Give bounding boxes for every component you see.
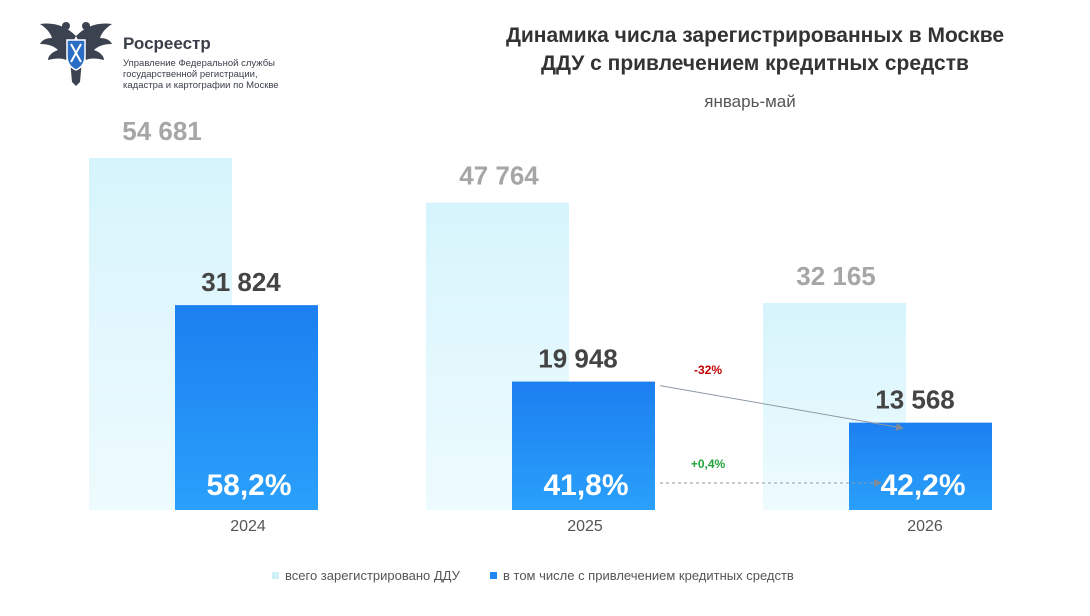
brand-subtitle-line: кадастра и картографии по Москве (123, 80, 279, 91)
brand-name: Росреестр (123, 34, 211, 53)
share-label-2024: 58,2% (206, 469, 291, 502)
brand-subtitle-line: Управление Федеральной службы (123, 58, 275, 69)
brand-block: Росреестр Управление Федеральной службы … (123, 34, 279, 91)
data-label-credit-2025: 19 948 (538, 344, 618, 374)
chart-title-line: ДДУ с привлечением кредитных средств (541, 52, 969, 75)
bar-credit-2025 (512, 381, 655, 510)
brand-subtitle: Управление Федеральной службы государств… (123, 58, 279, 91)
data-label-credit-2024: 31 824 (201, 267, 281, 297)
share-label-2025: 41,8% (543, 469, 628, 502)
chart-title-line: Динамика числа зарегистрированных в Моск… (505, 24, 1005, 47)
rosreestr-emblem-icon (40, 22, 112, 86)
brand-subtitle-line: государственной регистрации, (123, 69, 258, 80)
share-label-2026: 42,2% (880, 469, 965, 502)
legend-label-total: всего зарегистрировано ДДУ (285, 568, 461, 583)
data-label-total-2025: 47 764 (459, 161, 539, 191)
legend-swatch-total (272, 572, 279, 579)
data-label-credit-2026: 13 568 (875, 385, 955, 415)
x-tick-label-2025: 2025 (567, 518, 603, 535)
legend-swatch-credit (490, 572, 497, 579)
chart-subtitle: январь-май (704, 92, 796, 111)
change-arrow-credit (659, 385, 904, 431)
bar-credit-2024 (175, 305, 318, 510)
x-tick-label-2026: 2026 (907, 518, 943, 535)
data-label-total-2024: 54 681 (122, 116, 202, 146)
change-label-credit: -32% (694, 363, 722, 377)
legend-label-credit: в том числе с привлечением кредитных сре… (503, 568, 794, 583)
x-tick-label-2024: 2024 (230, 518, 266, 535)
chart-title: Динамика числа зарегистрированных в Моск… (430, 22, 1080, 78)
data-label-total-2026: 32 165 (796, 261, 876, 291)
change-label-share: +0,4% (691, 457, 726, 471)
bar-credit-2026 (849, 422, 992, 510)
